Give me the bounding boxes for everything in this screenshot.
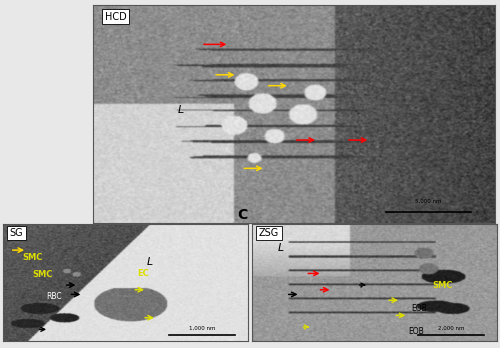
Text: 2,000 nm: 2,000 nm <box>438 326 464 331</box>
Text: L: L <box>178 105 184 114</box>
Text: EOB: EOB <box>411 304 426 313</box>
Text: L: L <box>146 257 152 267</box>
Text: ZSG: ZSG <box>259 228 279 238</box>
Text: SG: SG <box>10 228 24 238</box>
Text: HCD: HCD <box>104 12 126 22</box>
Text: 5,000 nm: 5,000 nm <box>416 199 442 204</box>
Text: C: C <box>237 208 247 222</box>
Text: A: A <box>76 0 87 1</box>
Text: RBC: RBC <box>46 292 62 301</box>
Text: SMC: SMC <box>32 270 52 279</box>
Text: SMC: SMC <box>22 253 42 262</box>
Text: EC: EC <box>137 269 149 278</box>
Text: 1,000 nm: 1,000 nm <box>189 326 216 331</box>
Text: EOB: EOB <box>408 327 424 336</box>
Text: SMC: SMC <box>433 280 453 290</box>
Text: L: L <box>278 243 284 253</box>
